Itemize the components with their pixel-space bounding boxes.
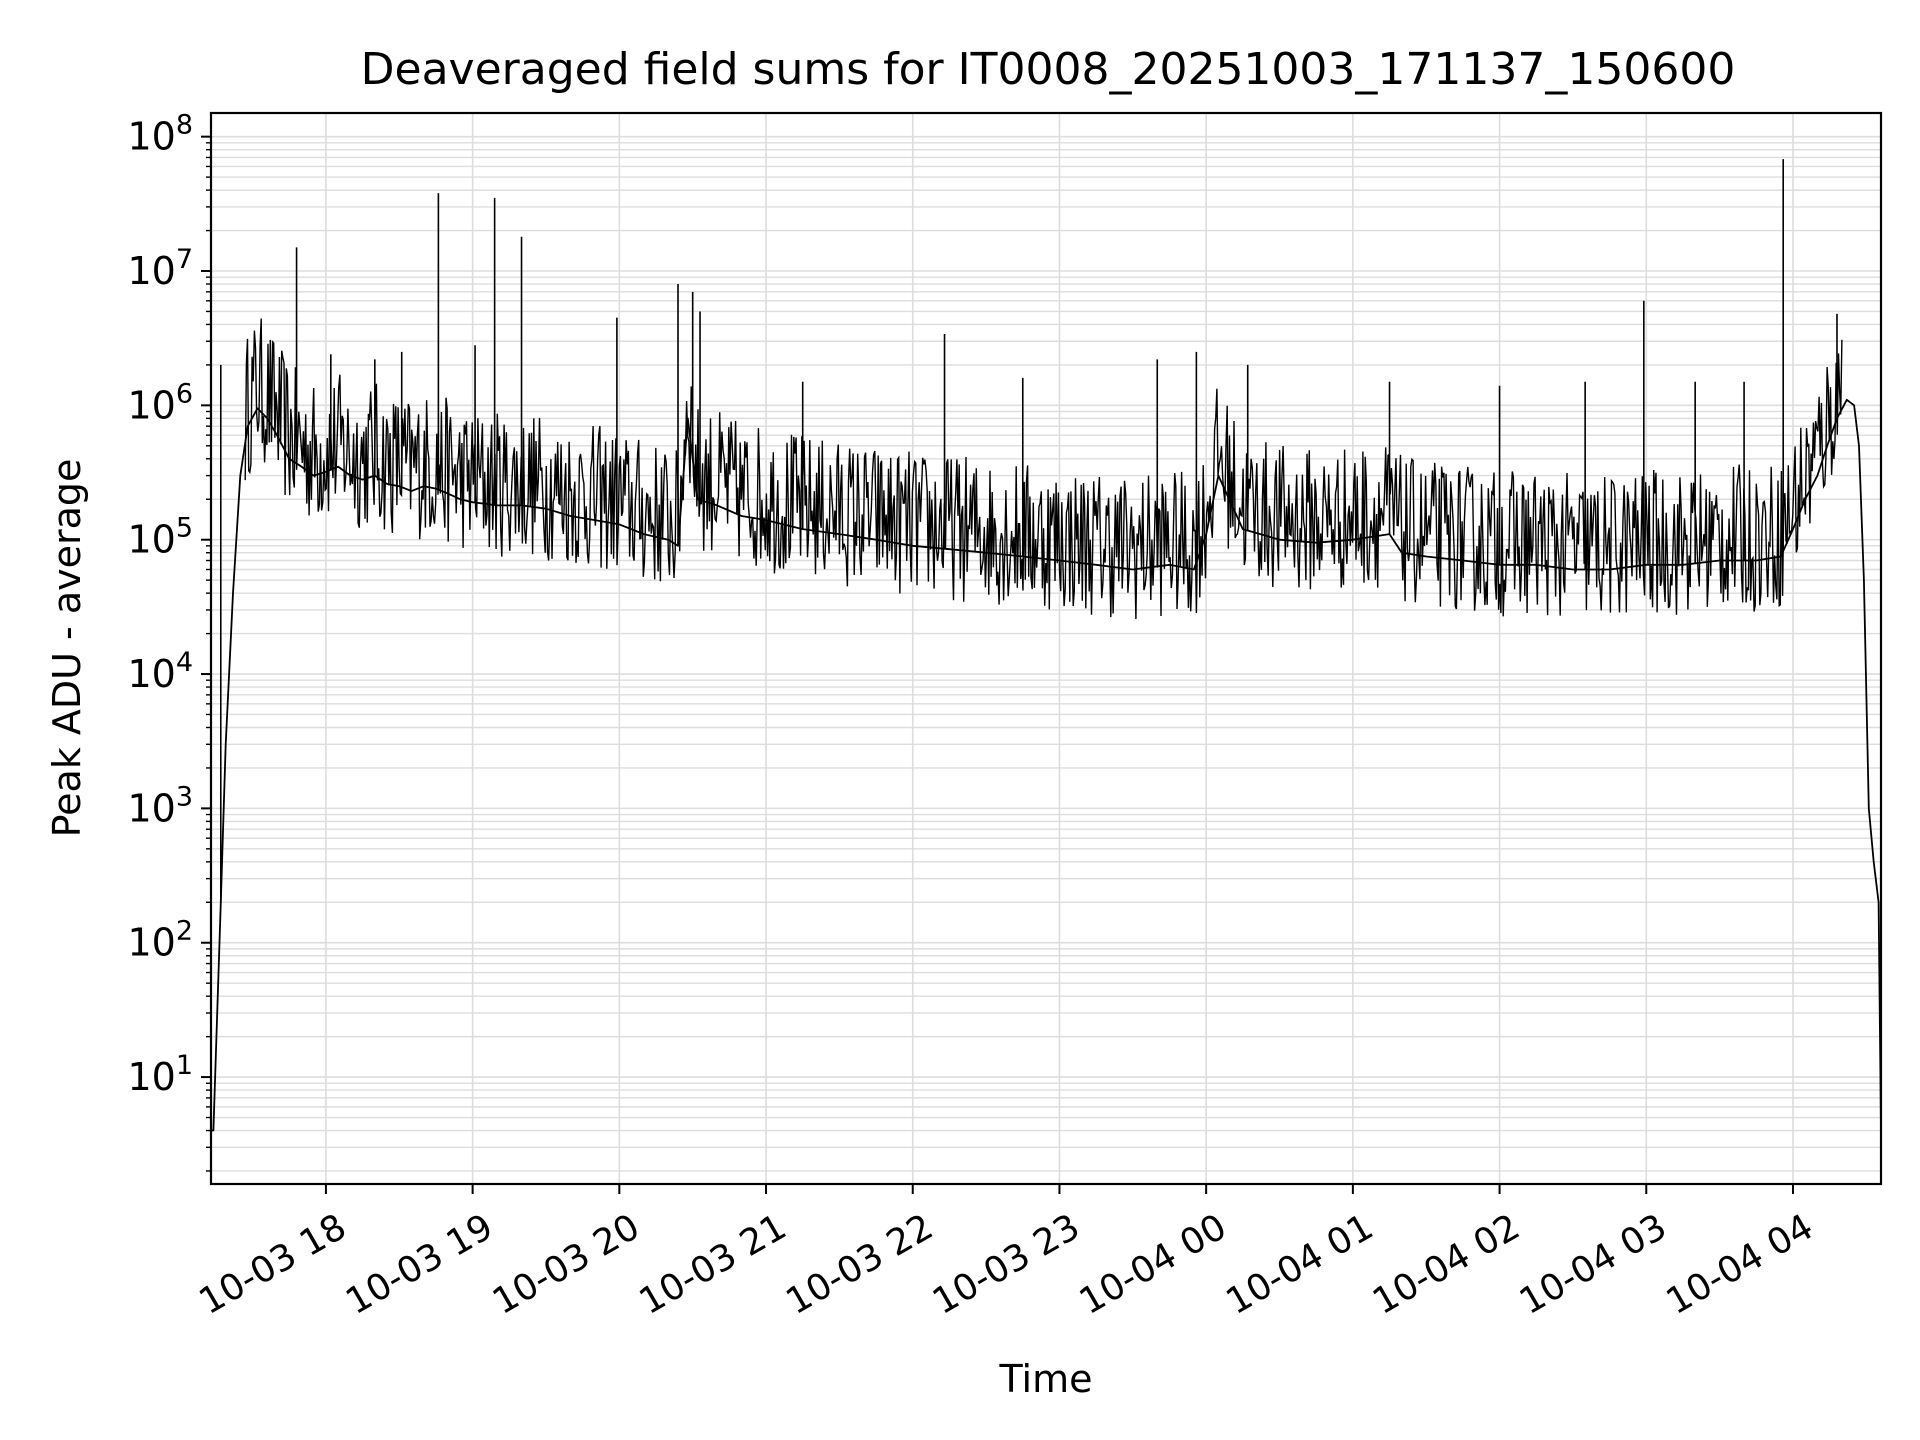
series-spikes <box>219 159 1838 903</box>
y-tick-exponent: 8 <box>176 110 193 141</box>
y-tick-label: 104 <box>127 647 193 696</box>
y-tick-label: 102 <box>127 916 193 965</box>
y-tick-base: 10 <box>127 652 175 696</box>
x-axis-label: Time <box>999 1357 1093 1401</box>
y-tick-base: 10 <box>127 249 175 293</box>
y-tick-label: 101 <box>127 1050 193 1099</box>
y-tick-exponent: 2 <box>176 916 193 947</box>
y-tick-base: 10 <box>127 115 175 159</box>
y-tick-exponent: 6 <box>176 378 193 409</box>
y-tick-exponent: 5 <box>176 513 193 544</box>
y-tick-exponent: 7 <box>176 244 193 275</box>
plot-frame <box>209 111 1883 1186</box>
plot-area <box>211 159 1882 1132</box>
y-tick-label: 106 <box>127 378 193 427</box>
y-tick-base: 10 <box>127 518 175 562</box>
y-tick-label: 103 <box>127 781 193 830</box>
y-tick-exponent: 4 <box>176 647 193 678</box>
y-tick-label: 105 <box>127 513 193 562</box>
y-tick-base: 10 <box>127 921 175 965</box>
y-tick-base: 10 <box>127 786 175 830</box>
y-tick-exponent: 3 <box>176 781 193 812</box>
y-tick-label: 107 <box>127 244 193 293</box>
y-tick-base: 10 <box>127 1055 175 1099</box>
y-axis-label: Peak ADU - average <box>45 459 89 838</box>
grid-lines <box>211 113 1881 1184</box>
chart-title: Deaveraged field sums for IT0008_2025100… <box>361 44 1736 95</box>
series-noise-band <box>244 318 1843 620</box>
y-tick-exponent: 1 <box>176 1050 193 1081</box>
y-tick-base: 10 <box>127 383 175 427</box>
y-tick-label: 108 <box>127 110 193 159</box>
